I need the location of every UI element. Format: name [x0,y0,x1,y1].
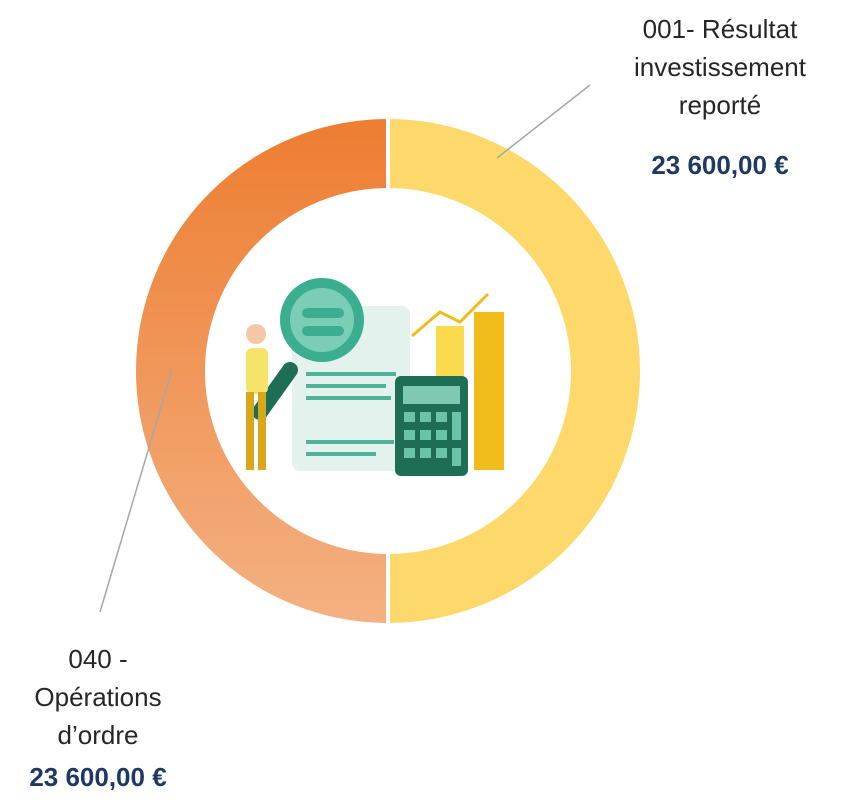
page: 001- Résultat investissement reporté 23 … [0,0,843,806]
leader-line [497,85,590,158]
value-label: 23 600,00 € [605,150,835,181]
slice-label: 040 - Opérations d’ordre [22,640,174,754]
slice-label: 001- Résultat investissement reporté [605,10,835,124]
value-label: 23 600,00 € [0,762,196,793]
